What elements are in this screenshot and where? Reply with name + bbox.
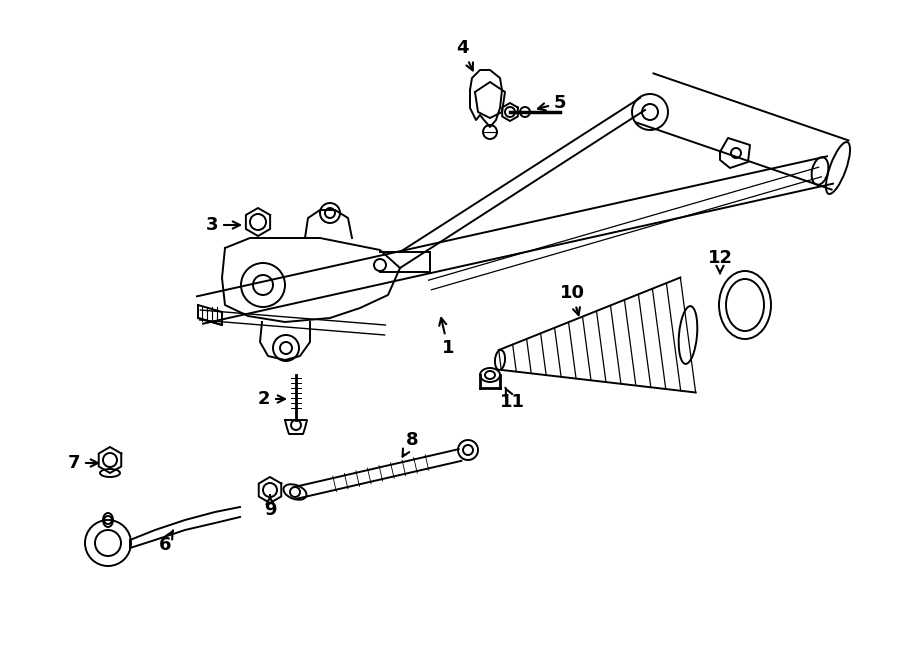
Text: 6: 6 <box>158 531 173 554</box>
Text: 5: 5 <box>538 94 566 112</box>
Text: 8: 8 <box>402 431 418 457</box>
Text: 7: 7 <box>68 454 98 472</box>
Text: 1: 1 <box>439 318 454 357</box>
Text: 11: 11 <box>500 387 525 411</box>
Text: 2: 2 <box>257 390 285 408</box>
Text: 4: 4 <box>455 39 472 71</box>
Text: 3: 3 <box>206 216 240 234</box>
Text: 9: 9 <box>264 496 276 519</box>
Text: 10: 10 <box>560 284 584 315</box>
Text: 12: 12 <box>707 249 733 273</box>
